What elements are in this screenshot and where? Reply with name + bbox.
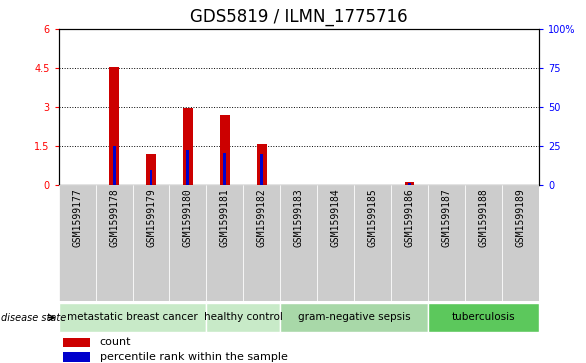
Bar xyxy=(280,303,428,333)
Bar xyxy=(391,185,428,301)
Text: GSM1599177: GSM1599177 xyxy=(72,189,82,247)
Bar xyxy=(280,185,318,301)
Bar xyxy=(146,154,156,185)
Bar xyxy=(243,185,280,301)
Bar xyxy=(260,154,263,185)
Bar xyxy=(318,185,355,301)
Bar xyxy=(59,303,206,333)
Text: GSM1599180: GSM1599180 xyxy=(183,189,193,247)
Bar xyxy=(428,303,539,333)
Bar xyxy=(408,183,411,185)
Text: metastatic breast cancer: metastatic breast cancer xyxy=(67,312,198,322)
Text: GSM1599185: GSM1599185 xyxy=(368,189,378,247)
Bar xyxy=(220,115,230,185)
Bar xyxy=(110,67,118,185)
Title: GDS5819 / ILMN_1775716: GDS5819 / ILMN_1775716 xyxy=(190,8,408,26)
Bar xyxy=(206,185,243,301)
Text: GSM1599183: GSM1599183 xyxy=(294,189,304,247)
Text: disease state: disease state xyxy=(1,313,66,323)
Text: GSM1599187: GSM1599187 xyxy=(442,189,452,247)
Bar xyxy=(132,185,169,301)
Text: count: count xyxy=(100,337,131,347)
Bar xyxy=(149,170,152,185)
Bar xyxy=(63,352,90,362)
Bar xyxy=(63,338,90,347)
Text: GSM1599179: GSM1599179 xyxy=(146,189,156,247)
Bar xyxy=(186,150,189,185)
Bar xyxy=(257,143,267,185)
Text: tuberculosis: tuberculosis xyxy=(452,312,516,322)
Bar xyxy=(183,109,193,185)
Bar xyxy=(96,185,132,301)
Bar xyxy=(59,185,96,301)
Text: healthy control: healthy control xyxy=(204,312,283,322)
Bar xyxy=(223,152,226,185)
Text: GSM1599188: GSM1599188 xyxy=(479,189,489,247)
Bar xyxy=(355,185,391,301)
Text: GSM1599182: GSM1599182 xyxy=(257,189,267,247)
Text: GSM1599186: GSM1599186 xyxy=(405,189,415,247)
Bar xyxy=(169,185,206,301)
Text: gram-negative sepsis: gram-negative sepsis xyxy=(298,312,411,322)
Text: GSM1599181: GSM1599181 xyxy=(220,189,230,247)
Bar xyxy=(465,185,502,301)
Bar xyxy=(428,185,465,301)
Text: GSM1599178: GSM1599178 xyxy=(109,189,119,247)
Bar xyxy=(502,185,539,301)
Text: GSM1599189: GSM1599189 xyxy=(516,189,526,247)
Bar xyxy=(113,146,115,185)
Text: GSM1599184: GSM1599184 xyxy=(331,189,341,247)
Bar xyxy=(206,303,280,333)
Text: percentile rank within the sample: percentile rank within the sample xyxy=(100,352,288,362)
Bar xyxy=(405,182,414,185)
